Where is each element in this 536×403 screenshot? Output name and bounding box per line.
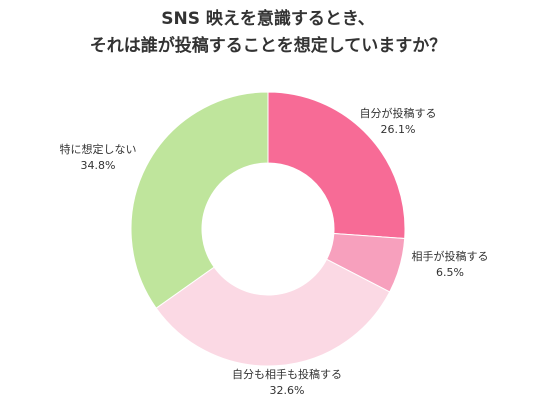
chart-title-line-2: それは誰が投稿することを想定していますか？ <box>89 36 447 56</box>
slice-label-both: 自分も相手も投稿する 32.6% <box>225 367 349 399</box>
chart-title: SNS 映えを意識するとき、 それは誰が投稿することを想定していますか？ <box>0 6 536 60</box>
slice-label-name: 特に想定しない <box>59 143 137 156</box>
slice-label-value: 34.8% <box>80 159 116 172</box>
slice-label-other: 相手が投稿する 6.5% <box>409 249 491 281</box>
donut-slice-none <box>130 91 269 309</box>
slice-label-value: 26.1% <box>380 123 416 136</box>
donut-slice-self <box>267 91 406 239</box>
slice-label-value: 6.5% <box>436 266 464 279</box>
slice-label-name: 自分が投稿する <box>359 107 437 120</box>
slice-label-value: 32.6% <box>269 384 305 397</box>
slice-label-none: 特に想定しない 34.8% <box>56 142 140 174</box>
chart-title-line-1: SNS 映えを意識するとき、 <box>161 9 375 29</box>
slice-label-name: 相手が投稿する <box>411 250 489 263</box>
slice-label-name: 自分も相手も投稿する <box>232 368 342 381</box>
donut-slice-both <box>155 258 391 367</box>
slice-label-self: 自分が投稿する 26.1% <box>357 106 439 138</box>
